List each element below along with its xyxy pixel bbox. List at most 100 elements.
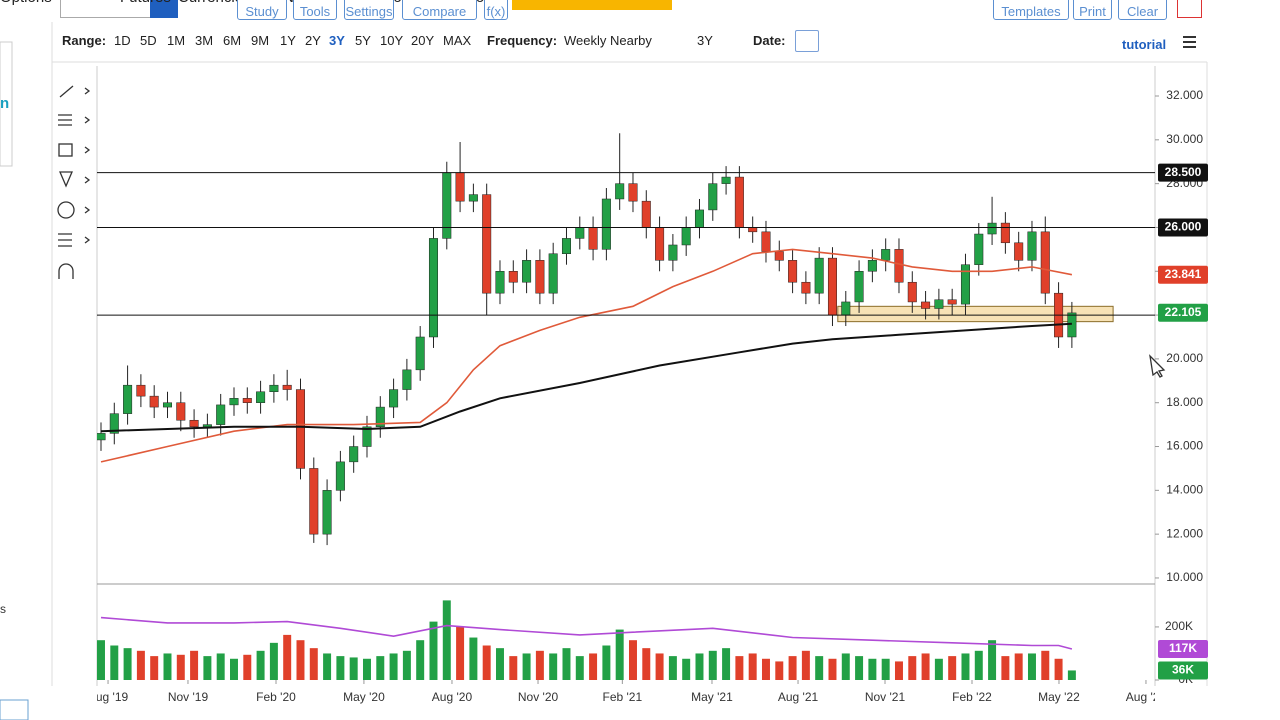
close-button[interactable] — [1177, 0, 1202, 18]
x-tick-label: May '21 — [691, 690, 733, 704]
candle-body — [628, 183, 638, 202]
volume-bar — [1067, 670, 1076, 680]
volume-bar — [948, 656, 957, 680]
range-option[interactable]: 1D — [114, 33, 131, 48]
range-option[interactable]: 20Y — [411, 33, 435, 48]
candle-body — [1040, 231, 1050, 294]
x-tick-label: Aug '21 — [778, 690, 819, 704]
volume-bar — [362, 658, 371, 680]
range-option[interactable]: 5Y — [355, 33, 371, 48]
tool-button[interactable]: Templates — [993, 0, 1069, 20]
tool-arrow[interactable] — [59, 171, 73, 188]
volume-bar — [150, 656, 159, 680]
price-tag — [1158, 639, 1208, 658]
volume-bar — [894, 661, 903, 680]
menu-icon[interactable] — [1183, 36, 1196, 48]
volume-bar — [974, 650, 983, 680]
price-tag — [1158, 661, 1208, 680]
range-option[interactable]: 5D — [140, 33, 157, 48]
tool-button[interactable]: f(x) — [484, 0, 508, 20]
range-option[interactable]: MAX — [443, 33, 472, 48]
range-option[interactable]: 1M — [167, 33, 186, 48]
search-button[interactable] — [150, 0, 178, 18]
range-option[interactable]: 10Y — [380, 33, 404, 48]
nav-link[interactable]: Tools — [460, 0, 495, 6]
candle-body — [109, 413, 119, 434]
tool-button[interactable]: Print — [1073, 0, 1112, 20]
volume-bar — [97, 640, 105, 680]
level-tag — [1158, 163, 1208, 182]
tool-magnet[interactable] — [58, 263, 74, 279]
tool-measure[interactable] — [58, 233, 72, 247]
candle-body — [482, 194, 492, 294]
range-option[interactable]: 1Y — [280, 33, 296, 48]
tool-line[interactable] — [59, 85, 74, 98]
x-tick-label: Feb '22 — [952, 690, 992, 704]
moving-average — [100, 616, 1073, 650]
candle-body — [229, 398, 239, 406]
volume-bar — [283, 634, 292, 680]
tool-fib[interactable] — [58, 114, 72, 126]
y-tick-label: 30.000 — [1166, 132, 1203, 146]
ad-badge[interactable] — [0, 699, 29, 720]
volume-bar — [934, 658, 943, 680]
candle-body — [694, 209, 704, 228]
nav-link[interactable]: Options — [0, 0, 52, 6]
tool-button[interactable]: Study — [237, 0, 287, 20]
nav-link[interactable]: Currencies — [178, 0, 251, 6]
candle-body — [655, 227, 665, 261]
tool-button[interactable]: Clear — [1118, 0, 1167, 20]
y-tick-label: 10.000 — [1166, 570, 1203, 584]
moving-average — [100, 322, 1072, 433]
plot-area: Aug '19 Nov '19 Feb '20 May '20 Aug '20 Nov '… — [97, 133, 1155, 704]
support-zone — [837, 305, 1114, 323]
candle-body — [814, 257, 824, 294]
candle-body — [242, 398, 252, 403]
volume-bar — [735, 656, 744, 680]
volume-bar — [243, 654, 252, 680]
period-select[interactable]: 3Y — [697, 33, 713, 48]
volume-bar — [509, 656, 518, 680]
x-tick-label: Nov '20 — [518, 690, 559, 704]
candle-body — [615, 183, 625, 200]
y-tick-label: 16.000 — [1166, 439, 1203, 453]
candle-body — [97, 433, 106, 441]
volume-bar — [336, 656, 345, 680]
y-tick-label: 12.000 — [1166, 526, 1203, 540]
range-option[interactable]: 9M — [251, 33, 270, 48]
candle-body — [428, 238, 438, 338]
tool-rect[interactable] — [58, 143, 73, 157]
cursor — [1149, 354, 1166, 378]
candle-body — [389, 389, 399, 408]
range-option[interactable]: 2Y — [305, 33, 321, 48]
date-label: Date: — [753, 33, 786, 48]
x-tick-label: Aug '20 — [432, 690, 473, 704]
price-tag-label: 22.105 — [1165, 305, 1202, 319]
tool-button[interactable]: Settings — [344, 0, 394, 20]
calendar-button[interactable] — [795, 30, 819, 52]
volume-bar — [881, 658, 890, 680]
tool-button[interactable]: Compare — [402, 0, 477, 20]
candle-body — [841, 301, 851, 316]
volume-bar — [269, 642, 278, 680]
tool-button[interactable]: Tools — [293, 0, 337, 20]
frequency-select[interactable]: Weekly Nearby — [564, 33, 652, 48]
volume-bar — [695, 653, 704, 680]
candle-body — [801, 281, 811, 294]
nav-link[interactable]: Futures — [120, 0, 171, 6]
range-option[interactable]: 3M — [195, 33, 214, 48]
price-tag — [1158, 265, 1208, 284]
x-tick-label: Nov '21 — [865, 690, 906, 704]
range-option[interactable]: 6M — [223, 33, 242, 48]
volume-bar — [349, 657, 358, 680]
candle-body — [548, 253, 558, 294]
volume-bar — [163, 653, 172, 680]
range-option[interactable]: 3Y — [329, 33, 345, 48]
x-tick-label: May '20 — [343, 690, 385, 704]
volume-bar — [123, 648, 132, 680]
premier-button[interactable] — [512, 0, 672, 10]
tutorial-link[interactable]: tutorial — [1122, 37, 1167, 52]
tool-note[interactable] — [57, 201, 75, 219]
volume-bar — [522, 653, 531, 680]
